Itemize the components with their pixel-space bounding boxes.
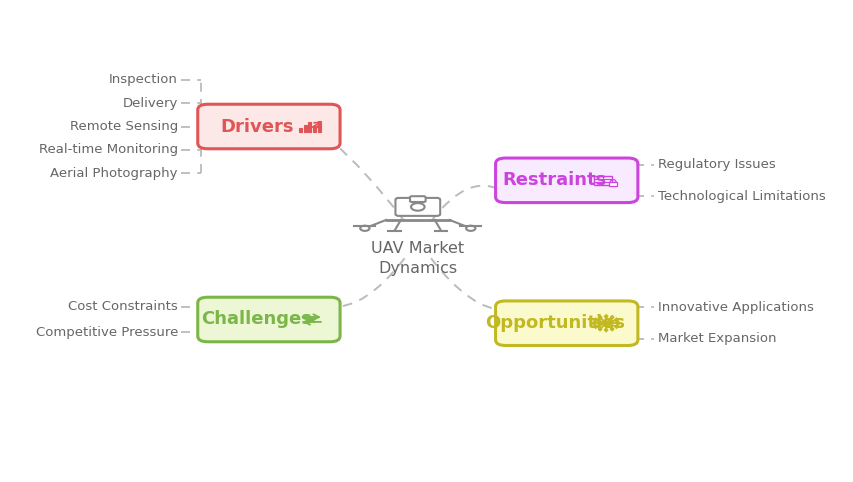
Polygon shape	[604, 315, 607, 318]
Text: Challenges: Challenges	[201, 310, 312, 329]
Text: Innovative Applications: Innovative Applications	[657, 301, 813, 314]
Polygon shape	[598, 327, 601, 331]
Polygon shape	[593, 318, 597, 321]
Bar	[303, 125, 306, 132]
Text: Regulatory Issues: Regulatory Issues	[657, 158, 775, 171]
Polygon shape	[616, 321, 619, 325]
Text: Competitive Pressure: Competitive Pressure	[36, 326, 177, 339]
FancyBboxPatch shape	[495, 158, 637, 202]
Text: Remote Sensing: Remote Sensing	[70, 120, 177, 133]
Polygon shape	[593, 325, 597, 328]
Polygon shape	[614, 325, 618, 328]
Polygon shape	[604, 328, 607, 332]
FancyBboxPatch shape	[198, 297, 339, 342]
Text: Restraints: Restraints	[502, 171, 606, 189]
Text: Drivers: Drivers	[220, 118, 293, 135]
Polygon shape	[610, 327, 613, 331]
Text: Market Expansion: Market Expansion	[657, 333, 775, 346]
Circle shape	[360, 226, 369, 231]
Bar	[608, 182, 617, 186]
Polygon shape	[598, 316, 601, 319]
FancyBboxPatch shape	[495, 301, 637, 346]
Text: Real-time Monitoring: Real-time Monitoring	[38, 143, 177, 156]
Circle shape	[410, 203, 424, 211]
Bar	[299, 128, 302, 132]
Text: Inspection: Inspection	[109, 73, 177, 86]
Bar	[594, 176, 611, 185]
Polygon shape	[614, 318, 618, 321]
Text: UAV Market
Dynamics: UAV Market Dynamics	[371, 241, 464, 276]
FancyBboxPatch shape	[198, 104, 339, 149]
FancyBboxPatch shape	[395, 198, 439, 216]
Bar	[317, 120, 321, 132]
Bar	[313, 126, 316, 132]
FancyBboxPatch shape	[409, 196, 425, 202]
Polygon shape	[610, 316, 613, 319]
Text: Technological Limitations: Technological Limitations	[657, 189, 825, 202]
Text: Cost Constraints: Cost Constraints	[68, 300, 177, 313]
Text: Aerial Photography: Aerial Photography	[50, 167, 177, 180]
Polygon shape	[592, 321, 595, 325]
Text: Delivery: Delivery	[122, 96, 177, 109]
Text: Opportunities: Opportunities	[485, 314, 624, 332]
Bar	[308, 122, 311, 132]
Circle shape	[466, 226, 475, 231]
